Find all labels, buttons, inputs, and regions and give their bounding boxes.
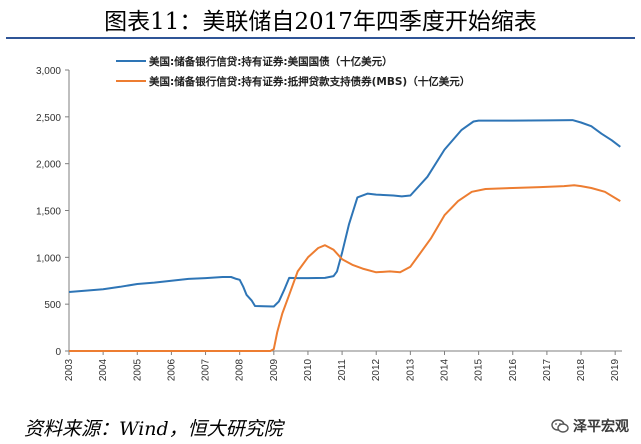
series-line-1 bbox=[68, 119, 621, 308]
series-line-2 bbox=[69, 184, 621, 352]
y-tick-label: 2,500 bbox=[36, 113, 61, 124]
wechat-icon bbox=[551, 419, 569, 433]
x-tick-label: 2013 bbox=[405, 358, 416, 381]
source-note: 资料来源：Wind，恒大研究院 bbox=[24, 418, 283, 440]
title-divider bbox=[6, 37, 635, 39]
y-tick-label: 0 bbox=[55, 347, 61, 358]
x-tick-label: 2007 bbox=[201, 358, 212, 381]
chart-ticks: 0 500 1,000 1,500 2,000 2,500 3,000 2003 2004 200… bbox=[36, 66, 621, 381]
x-tick-label: 2018 bbox=[576, 358, 587, 381]
x-tick-label: 2006 bbox=[166, 358, 177, 381]
chart-legend: 美国:储备银行信贷:持有证券:美国国债（十亿美元） 美国:储备银行信贷:持有证券:… bbox=[116, 55, 470, 88]
watermark-text: 泽平宏观 bbox=[573, 419, 629, 435]
y-tick-label: 1,500 bbox=[36, 207, 61, 218]
x-tick-label: 2010 bbox=[303, 358, 314, 381]
x-tick-label: 2019 bbox=[610, 358, 621, 381]
legend-label-1: 美国:储备银行信贷:持有证券:美国国债（十亿美元） bbox=[149, 55, 393, 68]
x-tick-label: 2011 bbox=[337, 359, 348, 381]
y-tick-label: 500 bbox=[44, 300, 61, 311]
chart-axes bbox=[68, 70, 622, 352]
x-tick-label: 2014 bbox=[439, 358, 450, 381]
x-tick-label: 2015 bbox=[474, 358, 485, 381]
y-tick-label: 1,000 bbox=[36, 253, 61, 264]
x-tick-label: 2012 bbox=[371, 358, 382, 381]
y-tick-label: 2,000 bbox=[36, 160, 61, 171]
chart-title: 图表11：美联储自2017年四季度开始缩表 bbox=[104, 9, 537, 35]
x-tick-label: 2004 bbox=[98, 358, 109, 381]
x-tick-label: 2017 bbox=[542, 358, 553, 381]
x-tick-label: 2008 bbox=[235, 358, 246, 381]
legend-label-2: 美国:储备银行信贷:持有证券:抵押贷款支持债券(MBS)（十亿美元） bbox=[149, 75, 470, 88]
x-tick-label: 2005 bbox=[132, 358, 143, 381]
x-tick-label: 2003 bbox=[64, 358, 75, 381]
x-tick-label: 2016 bbox=[508, 358, 519, 381]
x-tick-label: 2009 bbox=[269, 358, 280, 381]
watermark: 泽平宏观 bbox=[551, 416, 629, 436]
chart-series bbox=[68, 119, 621, 352]
y-tick-label: 3,000 bbox=[36, 66, 61, 77]
